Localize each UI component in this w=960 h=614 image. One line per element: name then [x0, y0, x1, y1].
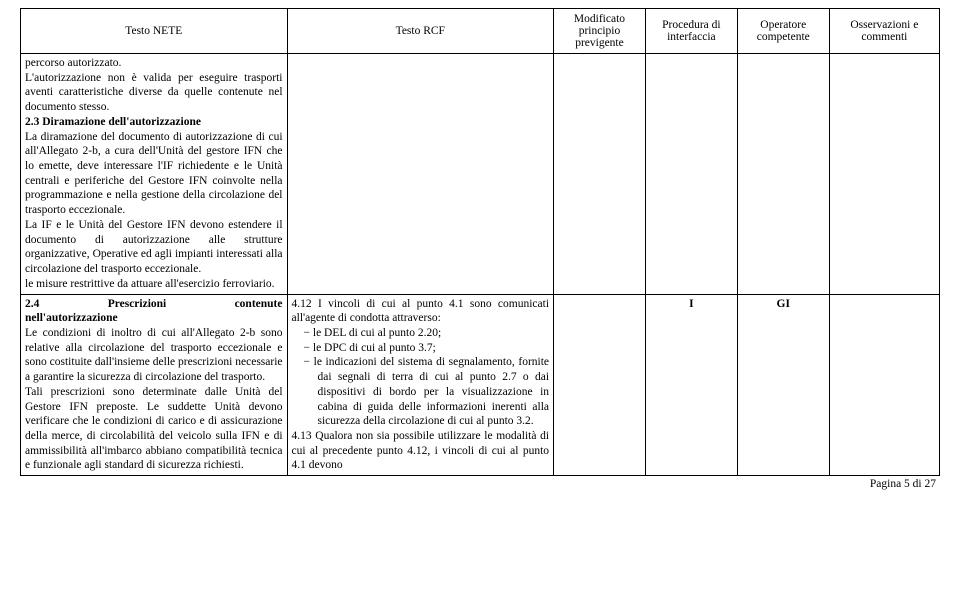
list-item: − le indicazioni del sistema di segnalam…	[292, 355, 550, 429]
cell-r1-c5	[737, 54, 829, 295]
text: La diramazione del documento di autorizz…	[25, 130, 283, 218]
cell-r1-c6	[829, 54, 939, 295]
header-operatore: Operatore competente	[737, 9, 829, 54]
cell-r1-c1: percorso autorizzato. L'autorizzazione n…	[21, 54, 288, 295]
cell-r2-c1: 2.4 Prescrizioni contenute nell'autorizz…	[21, 294, 288, 476]
list-item: − le DPC di cui al punto 3.7;	[292, 341, 550, 356]
section-title: nell'autorizzazione	[25, 311, 283, 326]
header-row: Testo NETE Testo RCF Modificato principi…	[21, 9, 940, 54]
text: 4.13 Qualora non sia possibile utilizzar…	[292, 429, 550, 473]
text: le misure restrittive da attuare all'ese…	[25, 277, 283, 292]
header-testo-rcf: Testo RCF	[287, 9, 554, 54]
text: L'autorizzazione non è valida per esegui…	[25, 71, 283, 115]
section-title: 2.4 Prescrizioni contenute	[25, 297, 283, 312]
cell-r2-c5: GI	[737, 294, 829, 476]
list-item: − le DEL di cui al punto 2.20;	[292, 326, 550, 341]
cell-r1-c2	[287, 54, 554, 295]
header-procedura: Procedura di interfaccia	[645, 9, 737, 54]
table-row: 2.4 Prescrizioni contenute nell'autorizz…	[21, 294, 940, 476]
cell-r2-c3	[554, 294, 646, 476]
section-title: 2.3 Diramazione dell'autorizzazione	[25, 115, 283, 130]
text: La IF e le Unità del Gestore IFN devono …	[25, 218, 283, 277]
cell-r1-c3	[554, 54, 646, 295]
header-osservazioni: Osservazioni e commenti	[829, 9, 939, 54]
cell-r1-c4	[645, 54, 737, 295]
table-row: percorso autorizzato. L'autorizzazione n…	[21, 54, 940, 295]
cell-r2-c4: I	[645, 294, 737, 476]
cell-r2-c2: 4.12 I vincoli di cui al punto 4.1 sono …	[287, 294, 554, 476]
content-table: Testo NETE Testo RCF Modificato principi…	[20, 8, 940, 476]
text: percorso autorizzato.	[25, 56, 283, 71]
cell-r2-c6	[829, 294, 939, 476]
header-modificato: Modificato principio previgente	[554, 9, 646, 54]
text: Le condizioni di inoltro di cui all'Alle…	[25, 326, 283, 385]
text: 4.12 I vincoli di cui al punto 4.1 sono …	[292, 297, 550, 326]
text: Tali prescrizioni sono determinate dalle…	[25, 385, 283, 473]
page-footer: Pagina 5 di 27	[20, 476, 940, 490]
header-testo-nete: Testo NETE	[21, 9, 288, 54]
